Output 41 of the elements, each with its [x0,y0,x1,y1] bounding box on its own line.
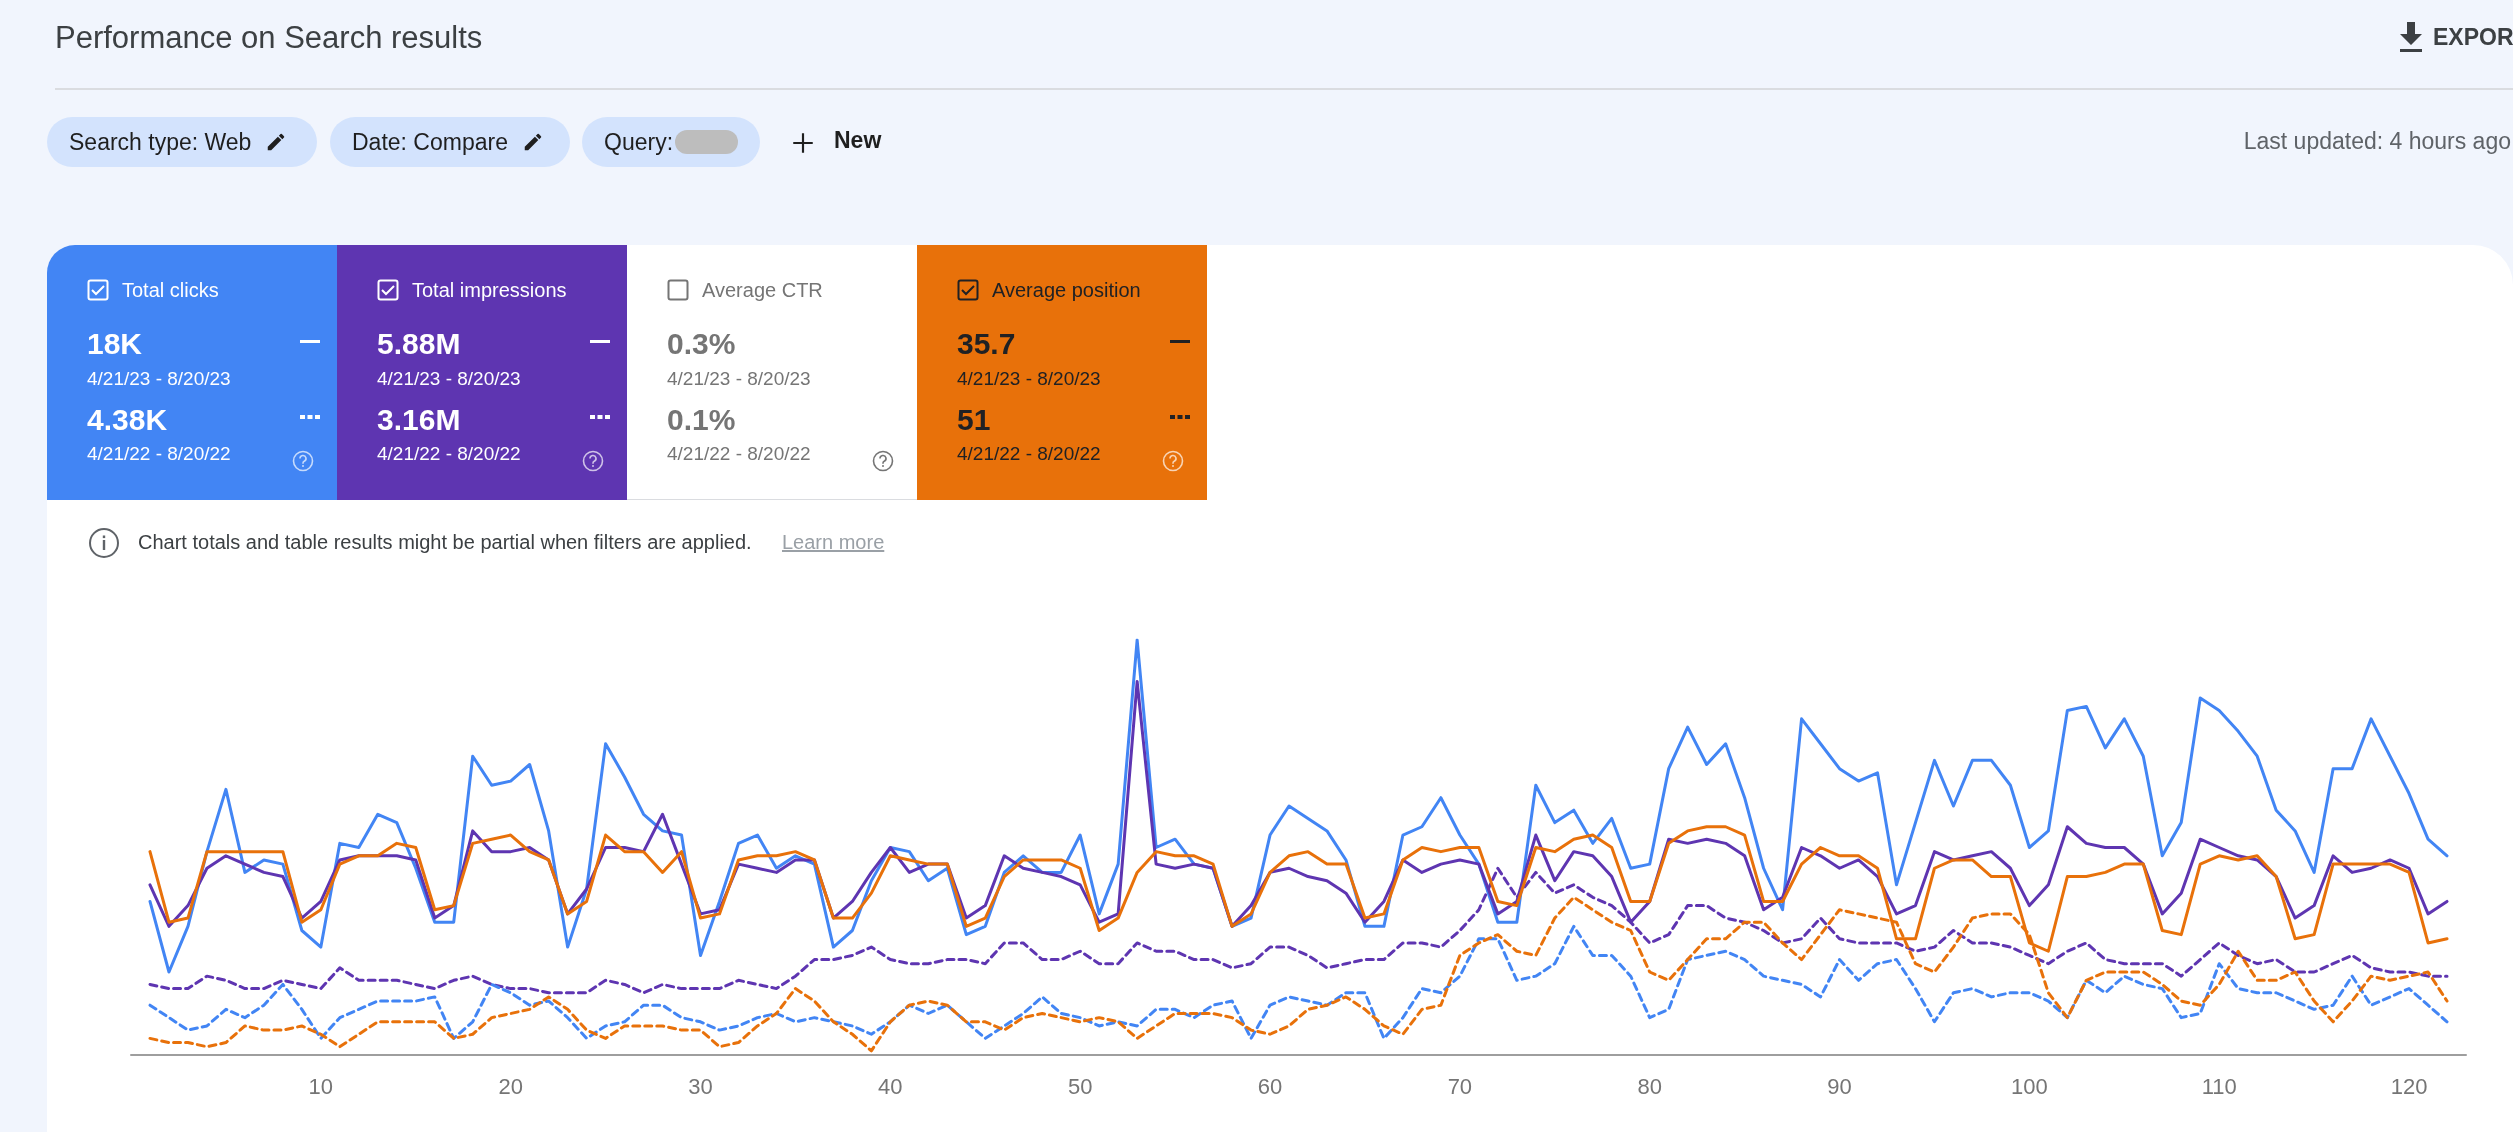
text: 5.88M [377,327,461,361]
x-tick-label: 120 [2390,1073,2428,1099]
text: 4/21/23 - 8/20/23 [957,368,1101,390]
text: 0.1% [667,403,736,437]
text: 4/21/22 - 8/20/22 [667,443,811,465]
text: Total impressions [412,279,567,302]
text: 4/21/22 - 8/20/22 [87,443,231,465]
text: 4/21/23 - 8/20/23 [377,368,521,390]
text: New [834,127,882,154]
text: Date: Compare [352,128,508,156]
chart-title: Performance on Search results [55,20,483,56]
x-tick-label: 110 [2201,1073,2237,1099]
x-tick-label: 50 [1067,1073,1093,1099]
text: Learn more [782,531,885,554]
x-tick-label: 30 [688,1073,713,1099]
x-tick-label: 70 [1447,1073,1473,1099]
text: 18K [87,327,143,361]
x-tick-label: 60 [1257,1073,1283,1099]
text: Last updated: 4 hours ago [2243,128,2512,155]
x-tick-label: 90 [1827,1073,1852,1099]
text: Average position [992,279,1141,302]
text: Total clicks [122,279,219,302]
text: Chart totals and table results might be partial when filters are applied. [138,531,752,554]
text: 4/21/22 - 8/20/22 [957,443,1101,465]
text: Query: [604,128,674,156]
text: 51 [957,403,991,437]
text: 0.3% [667,327,736,361]
x-tick-label: 10 [308,1073,334,1099]
text: 4.38K [87,403,168,437]
x-tick-label: 20 [498,1073,523,1099]
text: Search type: Web [69,128,252,156]
text: 4/21/22 - 8/20/22 [377,443,521,465]
text: 4/21/23 - 8/20/23 [87,368,231,390]
x-tick-label: 40 [878,1073,903,1099]
text: Average CTR [702,279,823,302]
x-tick-label: 100 [2011,1073,2048,1099]
text: 3.16M [377,403,461,437]
text: 4/21/23 - 8/20/23 [667,368,811,390]
text: EXPOR [2433,24,2513,51]
text: 35.7 [957,327,1016,361]
x-tick-label: 80 [1637,1073,1662,1099]
